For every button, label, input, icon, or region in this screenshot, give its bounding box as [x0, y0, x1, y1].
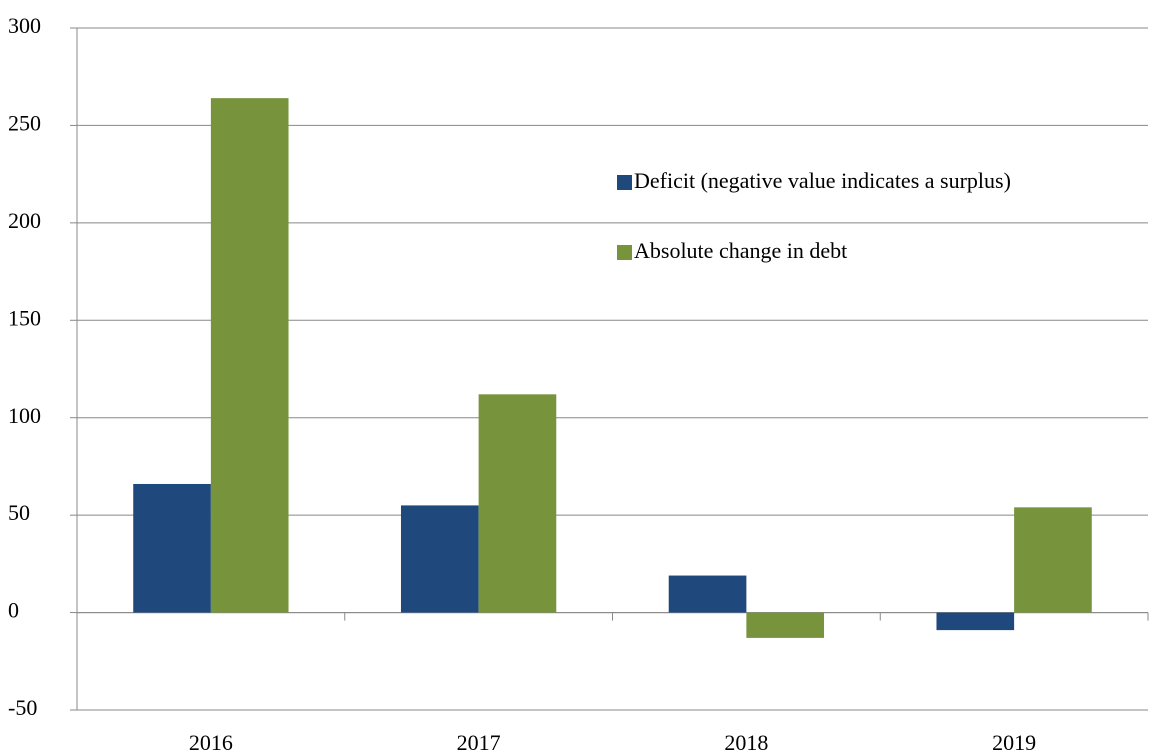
bar — [133, 483, 211, 613]
y-tick-label: 250 — [8, 110, 41, 135]
x-tick-label: 2017 — [457, 730, 501, 755]
bar — [1014, 507, 1092, 613]
legend-label: Deficit (negative value indicates a surp… — [634, 168, 1011, 193]
y-tick-label: 0 — [8, 598, 19, 623]
x-tick-label: 2018 — [724, 730, 768, 755]
bar — [668, 575, 747, 613]
y-tick-label: 300 — [8, 13, 41, 38]
y-tick-label: 50 — [8, 500, 30, 525]
y-tick-label: 100 — [8, 403, 41, 428]
legend-swatch — [617, 245, 632, 260]
x-tick-label: 2016 — [189, 730, 233, 755]
bar — [936, 612, 1015, 631]
x-tick-label: 2019 — [992, 730, 1036, 755]
y-tick-label: 200 — [8, 208, 41, 233]
y-tick-label: -50 — [8, 695, 37, 720]
bar — [478, 394, 557, 613]
bar — [400, 505, 479, 613]
bar — [746, 612, 825, 638]
y-tick-label: 150 — [8, 305, 41, 330]
bar — [210, 98, 289, 613]
legend-label: Absolute change in debt — [634, 238, 847, 263]
legend-swatch — [617, 175, 632, 190]
